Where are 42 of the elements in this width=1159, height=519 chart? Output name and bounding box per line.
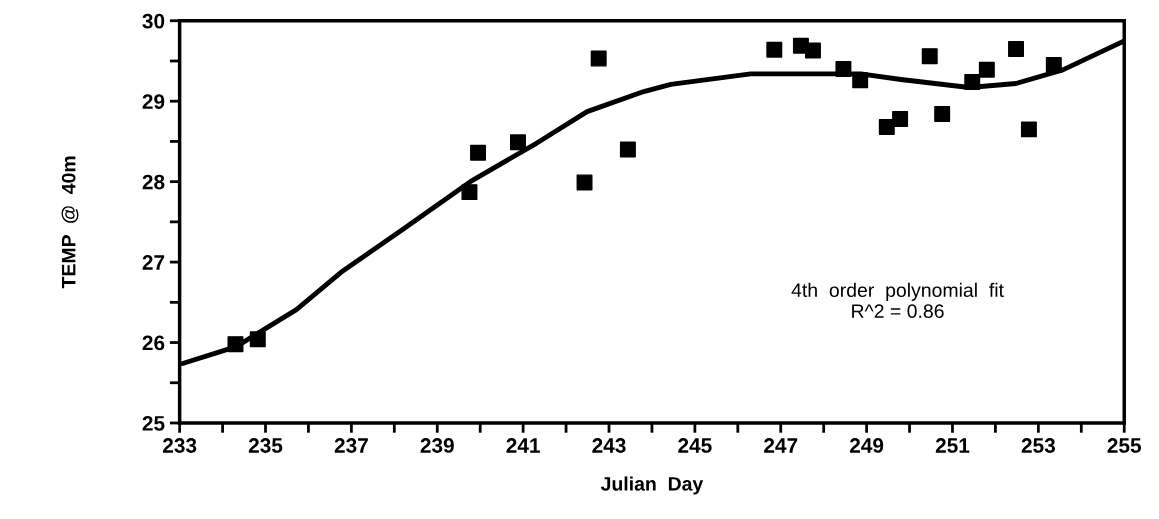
y-tick-label: 28 — [142, 174, 165, 190]
point — [878, 118, 895, 135]
point — [978, 61, 995, 78]
point — [934, 106, 951, 123]
y-tick-label: 29 — [142, 94, 165, 109]
x-tick-label: 235 — [248, 438, 283, 453]
y-tick-label: 30 — [142, 13, 165, 29]
x-tick-label: 239 — [420, 438, 454, 453]
y-tick-label: 26 — [142, 335, 165, 351]
x-tick-label: 249 — [849, 438, 884, 453]
point — [470, 144, 487, 161]
y-axis-title: TEMP @ 40m — [61, 156, 79, 289]
x-tick-label: 247 — [764, 438, 798, 453]
y-tick-label: 27 — [142, 255, 165, 270]
point — [509, 134, 526, 151]
point — [590, 50, 607, 67]
x-tick-label: 241 — [506, 438, 540, 453]
x-tick-label: 245 — [678, 438, 712, 453]
point — [249, 331, 266, 348]
point — [576, 174, 593, 191]
x-tick-label: 255 — [1107, 438, 1142, 453]
x-tick-label: 237 — [334, 438, 368, 453]
point — [227, 336, 244, 353]
point — [619, 141, 636, 158]
point — [1020, 121, 1037, 138]
x-tick-label: 251 — [935, 438, 970, 453]
point — [835, 61, 852, 78]
point — [766, 41, 783, 58]
point — [1008, 40, 1025, 57]
x-tick-label: 233 — [162, 438, 197, 453]
point — [852, 72, 869, 89]
x-tick-label: 243 — [592, 438, 626, 453]
point — [921, 48, 938, 65]
point — [804, 42, 821, 59]
annotation: 4th order polynomial fit R^2 = 0.86 — [791, 282, 1004, 319]
x-tick-label: 253 — [1021, 438, 1055, 453]
point — [892, 110, 909, 127]
point — [461, 184, 478, 201]
point — [964, 73, 981, 90]
point — [1045, 57, 1062, 73]
y-tick-label: 25 — [142, 415, 165, 431]
x-axis-title: Julian Day — [600, 476, 704, 495]
